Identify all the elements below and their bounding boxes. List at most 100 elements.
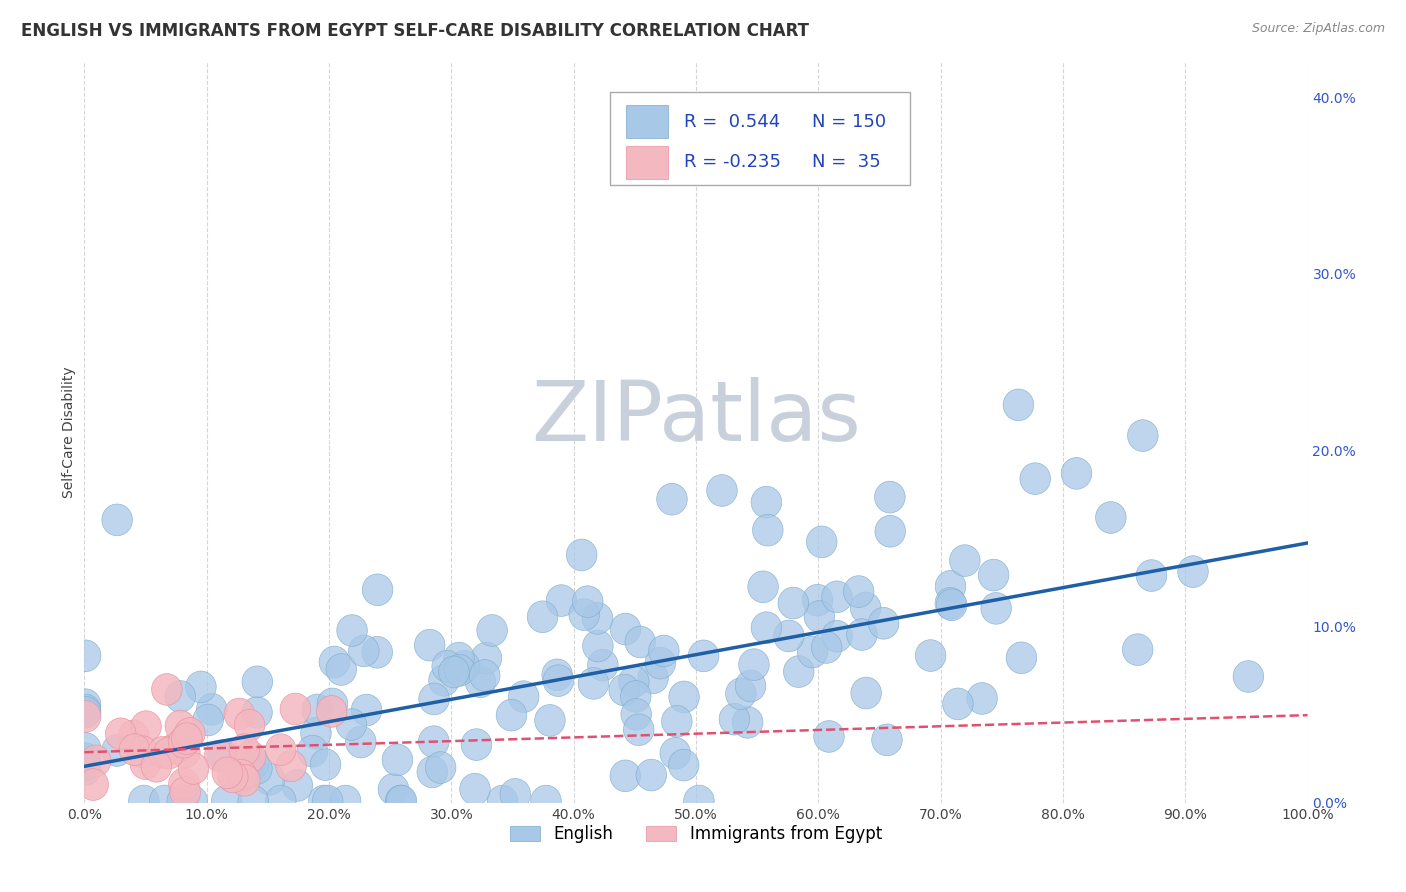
- Ellipse shape: [486, 785, 517, 817]
- Ellipse shape: [496, 699, 527, 731]
- Ellipse shape: [851, 592, 882, 624]
- Ellipse shape: [725, 678, 756, 710]
- Ellipse shape: [578, 667, 609, 699]
- Ellipse shape: [254, 764, 285, 795]
- Ellipse shape: [872, 724, 903, 756]
- Ellipse shape: [242, 697, 273, 729]
- Ellipse shape: [546, 585, 576, 616]
- Ellipse shape: [683, 785, 714, 817]
- Ellipse shape: [177, 785, 208, 817]
- Ellipse shape: [80, 745, 111, 777]
- Ellipse shape: [851, 677, 882, 709]
- Ellipse shape: [169, 768, 200, 800]
- Ellipse shape: [193, 704, 224, 736]
- Ellipse shape: [807, 526, 837, 558]
- Ellipse shape: [419, 683, 450, 714]
- Ellipse shape: [718, 703, 749, 735]
- Ellipse shape: [330, 785, 361, 817]
- Ellipse shape: [148, 737, 179, 768]
- Ellipse shape: [283, 770, 312, 801]
- Ellipse shape: [735, 670, 766, 702]
- Ellipse shape: [638, 662, 668, 694]
- Ellipse shape: [949, 545, 980, 576]
- Ellipse shape: [70, 732, 101, 764]
- Ellipse shape: [752, 515, 783, 546]
- Ellipse shape: [471, 642, 502, 674]
- Ellipse shape: [129, 747, 160, 780]
- Ellipse shape: [70, 640, 101, 672]
- Ellipse shape: [620, 681, 651, 713]
- Ellipse shape: [1233, 661, 1264, 692]
- Ellipse shape: [308, 785, 339, 817]
- Ellipse shape: [659, 738, 690, 769]
- Ellipse shape: [844, 575, 875, 607]
- Ellipse shape: [1128, 420, 1159, 451]
- Ellipse shape: [312, 785, 343, 817]
- Ellipse shape: [418, 756, 447, 788]
- Ellipse shape: [1178, 556, 1208, 588]
- Ellipse shape: [70, 697, 101, 728]
- Ellipse shape: [707, 475, 737, 507]
- Ellipse shape: [477, 615, 508, 647]
- Ellipse shape: [527, 601, 558, 632]
- Ellipse shape: [572, 586, 603, 617]
- Ellipse shape: [242, 753, 273, 784]
- Ellipse shape: [534, 705, 565, 736]
- Ellipse shape: [186, 671, 217, 703]
- Ellipse shape: [218, 761, 247, 793]
- Ellipse shape: [224, 698, 254, 730]
- Ellipse shape: [235, 709, 264, 741]
- Ellipse shape: [316, 696, 347, 727]
- Ellipse shape: [197, 693, 226, 725]
- Ellipse shape: [821, 581, 852, 613]
- Ellipse shape: [751, 486, 782, 518]
- Ellipse shape: [429, 665, 460, 696]
- Ellipse shape: [783, 656, 814, 688]
- Ellipse shape: [942, 688, 973, 720]
- Ellipse shape: [179, 753, 208, 784]
- Ellipse shape: [981, 592, 1011, 624]
- Ellipse shape: [465, 666, 496, 698]
- Ellipse shape: [311, 748, 340, 780]
- Text: ZIPatlas: ZIPatlas: [531, 377, 860, 458]
- Ellipse shape: [662, 706, 692, 737]
- Ellipse shape: [101, 504, 132, 536]
- Ellipse shape: [773, 620, 804, 652]
- Ellipse shape: [869, 607, 898, 640]
- Ellipse shape: [301, 717, 332, 749]
- Ellipse shape: [751, 612, 782, 643]
- Ellipse shape: [337, 615, 367, 647]
- Ellipse shape: [276, 750, 307, 781]
- Ellipse shape: [501, 779, 530, 810]
- Ellipse shape: [1062, 458, 1092, 489]
- Ellipse shape: [797, 636, 828, 668]
- Ellipse shape: [439, 657, 470, 688]
- Ellipse shape: [128, 736, 157, 768]
- Ellipse shape: [426, 752, 456, 783]
- Ellipse shape: [302, 694, 333, 726]
- Ellipse shape: [804, 600, 835, 632]
- Ellipse shape: [239, 747, 269, 779]
- Ellipse shape: [318, 688, 347, 720]
- Ellipse shape: [509, 681, 538, 713]
- Y-axis label: Self-Care Disability: Self-Care Disability: [62, 367, 76, 499]
- Ellipse shape: [128, 785, 159, 817]
- Ellipse shape: [1122, 633, 1153, 665]
- Ellipse shape: [582, 630, 613, 662]
- Ellipse shape: [101, 735, 132, 766]
- Ellipse shape: [1095, 501, 1126, 533]
- Ellipse shape: [204, 740, 235, 772]
- Ellipse shape: [733, 706, 763, 739]
- FancyBboxPatch shape: [626, 146, 668, 178]
- Ellipse shape: [875, 481, 905, 513]
- Ellipse shape: [229, 764, 260, 797]
- Ellipse shape: [610, 613, 641, 645]
- Ellipse shape: [242, 666, 273, 698]
- Ellipse shape: [846, 619, 877, 650]
- Ellipse shape: [165, 681, 195, 713]
- Ellipse shape: [346, 726, 377, 758]
- Ellipse shape: [619, 665, 650, 698]
- Ellipse shape: [569, 599, 599, 631]
- Ellipse shape: [170, 777, 201, 808]
- Ellipse shape: [669, 681, 699, 713]
